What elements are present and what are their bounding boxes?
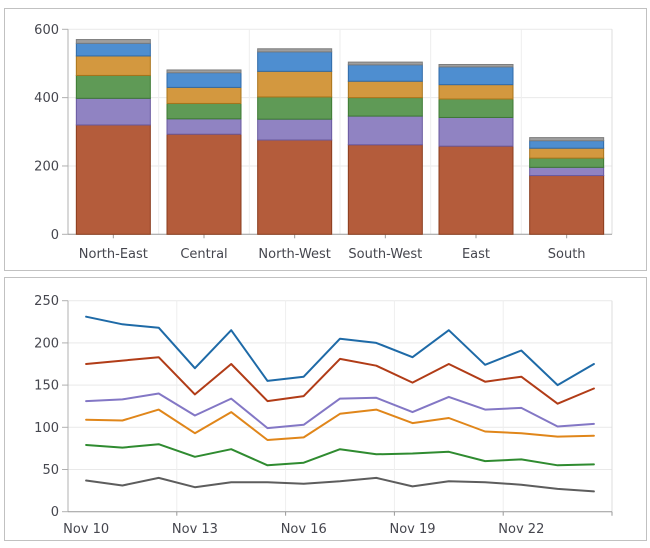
bar-segment[interactable] xyxy=(166,69,242,74)
category-label: South-West xyxy=(348,247,422,262)
x-tick-label: Nov 19 xyxy=(390,522,436,537)
line-chart: 0 50 100 150 200 250 Nov 10 Nov 13 Nov 16 Nov 19 N… xyxy=(34,294,613,537)
bar-segment[interactable] xyxy=(75,74,151,99)
bar-segment[interactable] xyxy=(257,96,333,120)
bar-segment[interactable] xyxy=(166,86,242,104)
bar-segment[interactable] xyxy=(347,144,423,235)
bar-segment[interactable] xyxy=(347,61,423,66)
stacked-bar-chart: 0 200 400 600 North-East Central North-West Sou… xyxy=(34,23,613,262)
bar-segment[interactable] xyxy=(529,147,605,159)
line-chart-panel: 0 50 100 150 200 250 Nov 10 Nov 13 Nov 16 Nov 19 N… xyxy=(4,277,647,541)
bar-segment[interactable] xyxy=(257,139,333,235)
y-tick-label: 600 xyxy=(34,23,59,38)
bar-segment[interactable] xyxy=(529,157,605,168)
bar-segment[interactable] xyxy=(166,102,242,120)
category-label: Central xyxy=(180,247,227,262)
bar-segment[interactable] xyxy=(166,133,242,235)
category-label: South xyxy=(548,247,586,262)
y-tick-label: 50 xyxy=(42,463,59,478)
bar-segment[interactable] xyxy=(75,55,151,76)
line-purple[interactable] xyxy=(85,392,595,430)
bar-segment[interactable] xyxy=(438,84,514,100)
bar-segment[interactable] xyxy=(529,140,605,149)
y-tick-label: 250 xyxy=(34,294,59,309)
bar-segment[interactable] xyxy=(529,166,605,177)
line-orange[interactable] xyxy=(85,408,595,441)
bar-segment[interactable] xyxy=(438,66,514,86)
bar-segment[interactable] xyxy=(75,124,151,235)
bar-segment[interactable] xyxy=(529,175,605,235)
y-tick-label: 0 xyxy=(51,228,59,243)
bar-segment[interactable] xyxy=(438,63,514,68)
y-tick-label: 400 xyxy=(34,91,59,106)
x-tick-label: Nov 10 xyxy=(63,522,109,537)
bar-segment[interactable] xyxy=(257,51,333,72)
bar-segment[interactable] xyxy=(438,98,514,118)
bar-segment[interactable] xyxy=(438,116,514,147)
x-tick-label: Nov 16 xyxy=(281,522,327,537)
bar-segment[interactable] xyxy=(75,39,151,44)
bar-segment[interactable] xyxy=(166,72,242,88)
line-blue[interactable] xyxy=(85,315,595,387)
bar-segment[interactable] xyxy=(347,115,423,146)
y-tick-label: 200 xyxy=(34,336,59,351)
y-tick-label: 150 xyxy=(34,379,59,394)
bar-segment[interactable] xyxy=(347,97,423,117)
category-label: North-West xyxy=(258,247,330,262)
bar-segment[interactable] xyxy=(75,42,151,57)
bar-segment[interactable] xyxy=(347,80,423,99)
y-tick-label: 200 xyxy=(34,159,59,174)
x-tick-label: Nov 22 xyxy=(498,522,544,537)
y-tick-label: 100 xyxy=(34,421,59,436)
bar-segment[interactable] xyxy=(257,48,333,53)
line-red[interactable] xyxy=(85,356,595,405)
bar-segment[interactable] xyxy=(257,70,333,98)
stacked-bar-chart-panel: 0 200 400 600 North-East Central North-West Sou… xyxy=(4,8,647,271)
line-green[interactable] xyxy=(85,443,595,467)
bar-segment[interactable] xyxy=(438,145,514,235)
bar-segment[interactable] xyxy=(257,118,333,141)
category-label: East xyxy=(462,247,490,262)
y-tick-label: 0 xyxy=(51,505,59,520)
line-gray[interactable] xyxy=(85,476,595,493)
bar-segment[interactable] xyxy=(347,64,423,82)
bar-segment[interactable] xyxy=(75,97,151,126)
bar-segment[interactable] xyxy=(529,137,605,142)
x-tick-label: Nov 13 xyxy=(172,522,218,537)
bar-segment[interactable] xyxy=(166,118,242,135)
category-label: North-East xyxy=(79,247,148,262)
